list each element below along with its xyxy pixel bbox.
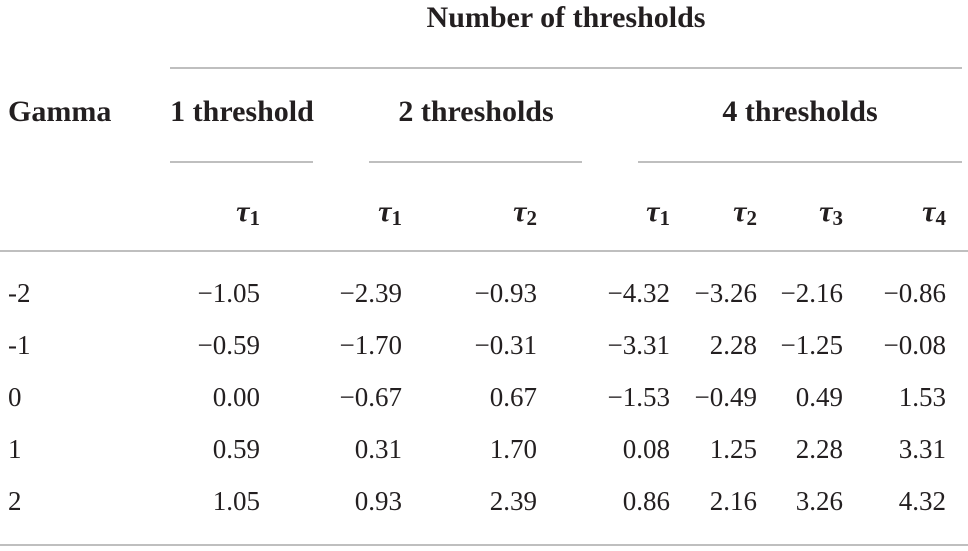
column-header: τ1 — [646, 195, 670, 230]
symbol: τ — [236, 195, 251, 228]
subscript: 1 — [250, 206, 261, 230]
subscript: 2 — [527, 206, 538, 230]
cell: −0.31 — [475, 330, 537, 360]
symbol: τ — [513, 195, 528, 228]
cell: 1.25 — [710, 434, 757, 464]
column-header: τ1 — [236, 195, 260, 230]
row-label: 2 — [8, 486, 22, 516]
subscript: 4 — [936, 206, 947, 230]
row-label: -1 — [8, 330, 31, 360]
cell: −2.16 — [781, 278, 843, 308]
column-header: τ2 — [733, 195, 757, 230]
column-header: τ4 — [922, 195, 946, 230]
cell: 0.49 — [796, 382, 843, 412]
cell: −0.93 — [475, 278, 537, 308]
group-header: 4 thresholds — [722, 95, 877, 128]
subscript: 1 — [392, 206, 403, 230]
cell: 0.93 — [355, 486, 402, 516]
cell: 0.00 — [213, 382, 260, 412]
cell: −0.86 — [884, 278, 946, 308]
row-label: -2 — [8, 278, 31, 308]
cell: 0.59 — [213, 434, 260, 464]
cell: 0.67 — [490, 382, 537, 412]
cell: −1.05 — [198, 278, 260, 308]
cell: −1.70 — [340, 330, 402, 360]
cell: 3.31 — [899, 434, 946, 464]
column-header: τ1 — [378, 195, 402, 230]
symbol: τ — [819, 195, 834, 228]
cell: 0.86 — [623, 486, 670, 516]
cell: −4.32 — [608, 278, 670, 308]
cell: 2.28 — [796, 434, 843, 464]
subscript: 1 — [660, 206, 671, 230]
cell: 0.31 — [355, 434, 402, 464]
row-label-header: Gamma — [8, 95, 111, 128]
symbol: τ — [646, 195, 661, 228]
cell: −0.08 — [884, 330, 946, 360]
cell: −0.49 — [695, 382, 757, 412]
table-title: Number of thresholds — [427, 1, 706, 34]
column-header: τ2 — [513, 195, 537, 230]
group-header: 2 thresholds — [398, 95, 553, 128]
row-label: 0 — [8, 382, 22, 412]
group-header: 1 threshold — [170, 95, 314, 128]
cell: 1.05 — [213, 486, 260, 516]
cell: 2.39 — [490, 486, 537, 516]
cell: 1.70 — [490, 434, 537, 464]
cell: 2.16 — [710, 486, 757, 516]
subscript: 3 — [833, 206, 844, 230]
cell: 4.32 — [899, 486, 946, 516]
cell: −3.31 — [608, 330, 670, 360]
symbol: τ — [378, 195, 393, 228]
cell: 1.53 — [899, 382, 946, 412]
row-label: 1 — [8, 434, 22, 464]
symbol: τ — [733, 195, 748, 228]
cell: −2.39 — [340, 278, 402, 308]
cell: 0.08 — [623, 434, 670, 464]
cell: −1.25 — [781, 330, 843, 360]
cell: −1.53 — [608, 382, 670, 412]
symbol: τ — [922, 195, 937, 228]
cell: −0.59 — [198, 330, 260, 360]
subscript: 2 — [747, 206, 758, 230]
cell: 2.28 — [710, 330, 757, 360]
cell: −0.67 — [340, 382, 402, 412]
cell: −3.26 — [695, 278, 757, 308]
column-header: τ3 — [819, 195, 843, 230]
cell: 3.26 — [796, 486, 843, 516]
